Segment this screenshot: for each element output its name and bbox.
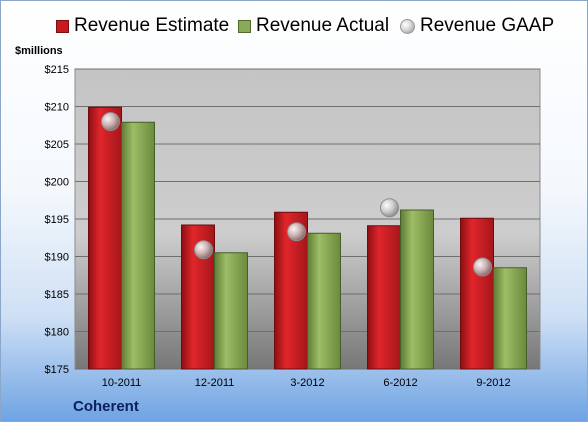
x-axis-ticks: 10-2011 12-2011 3-2012 6-2012 9-2012 [102,377,511,389]
y-tick-label: $175 [45,364,69,376]
y-tick-label: $195 [45,214,69,226]
revenue-gaap-marker [380,198,399,218]
revenue-gaap-marker [101,112,120,131]
legend-label-revenue-actual: Revenue Actual [256,15,390,36]
revenue-estimate-bar [88,106,122,370]
revenue-estimate-swatch [56,19,69,33]
legend: Revenue Estimate Revenue Actual Revenue … [1,15,587,43]
x-tick-label: 12-2011 [195,377,235,389]
revenue-gaap-marker [287,222,306,242]
revenue-actual-bar [400,209,434,370]
gaap-markers [101,112,492,277]
legend-item-revenue-estimate: Revenue Estimate [56,15,229,37]
y-axis-unit-label: $millions [15,45,63,57]
revenue-actual-bar [493,267,527,370]
revenue-actual-swatch [238,19,251,33]
x-tick-label: 3-2012 [290,377,324,389]
revenue-gaap-marker [194,240,213,260]
y-tick-label: $185 [45,289,69,301]
revenue-gaap-marker-icon [400,18,415,34]
revenue-actual-bar [307,232,341,370]
revenue-actual-bar [121,121,155,370]
y-tick-label: $190 [45,252,69,264]
revenue-actual-bar [214,252,248,370]
legend-item-revenue-gaap: Revenue GAAP [400,15,554,37]
y-tick-label: $180 [45,327,69,339]
revenue-estimate-bar [367,225,401,370]
y-tick-label: $210 [45,102,69,114]
y-tick-label: $205 [45,139,69,151]
y-tick-label: $200 [45,177,69,189]
company-name: Coherent [73,398,139,415]
legend-label-revenue-estimate: Revenue Estimate [74,15,230,36]
legend-label-revenue-gaap: Revenue GAAP [420,15,555,36]
x-tick-label: 6-2012 [383,377,417,389]
revenue-estimate-bar [460,217,494,370]
x-tick-label: 10-2011 [102,377,142,389]
legend-item-revenue-actual: Revenue Actual [238,15,389,37]
revenue-gaap-marker [473,257,492,277]
y-tick-label: $215 [45,64,69,76]
x-tick-label: 9-2012 [476,377,510,389]
y-axis-ticks: $175 $180 $185 $190 $195 $200 $205 $210 $215 [45,64,69,376]
